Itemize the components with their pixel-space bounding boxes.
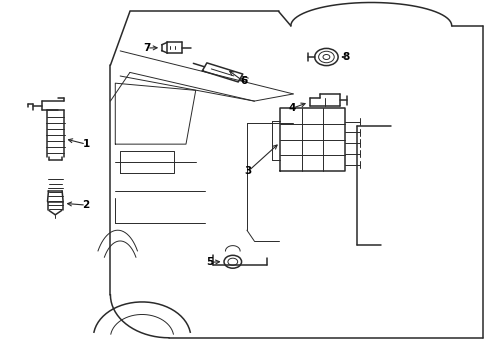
Text: 1: 1 — [82, 139, 89, 149]
Text: 8: 8 — [342, 52, 349, 62]
Text: 2: 2 — [82, 200, 89, 210]
Text: 3: 3 — [244, 166, 251, 176]
Text: 7: 7 — [143, 43, 150, 53]
Text: 5: 5 — [205, 257, 213, 267]
Text: 6: 6 — [240, 76, 246, 86]
Text: 4: 4 — [288, 103, 295, 113]
